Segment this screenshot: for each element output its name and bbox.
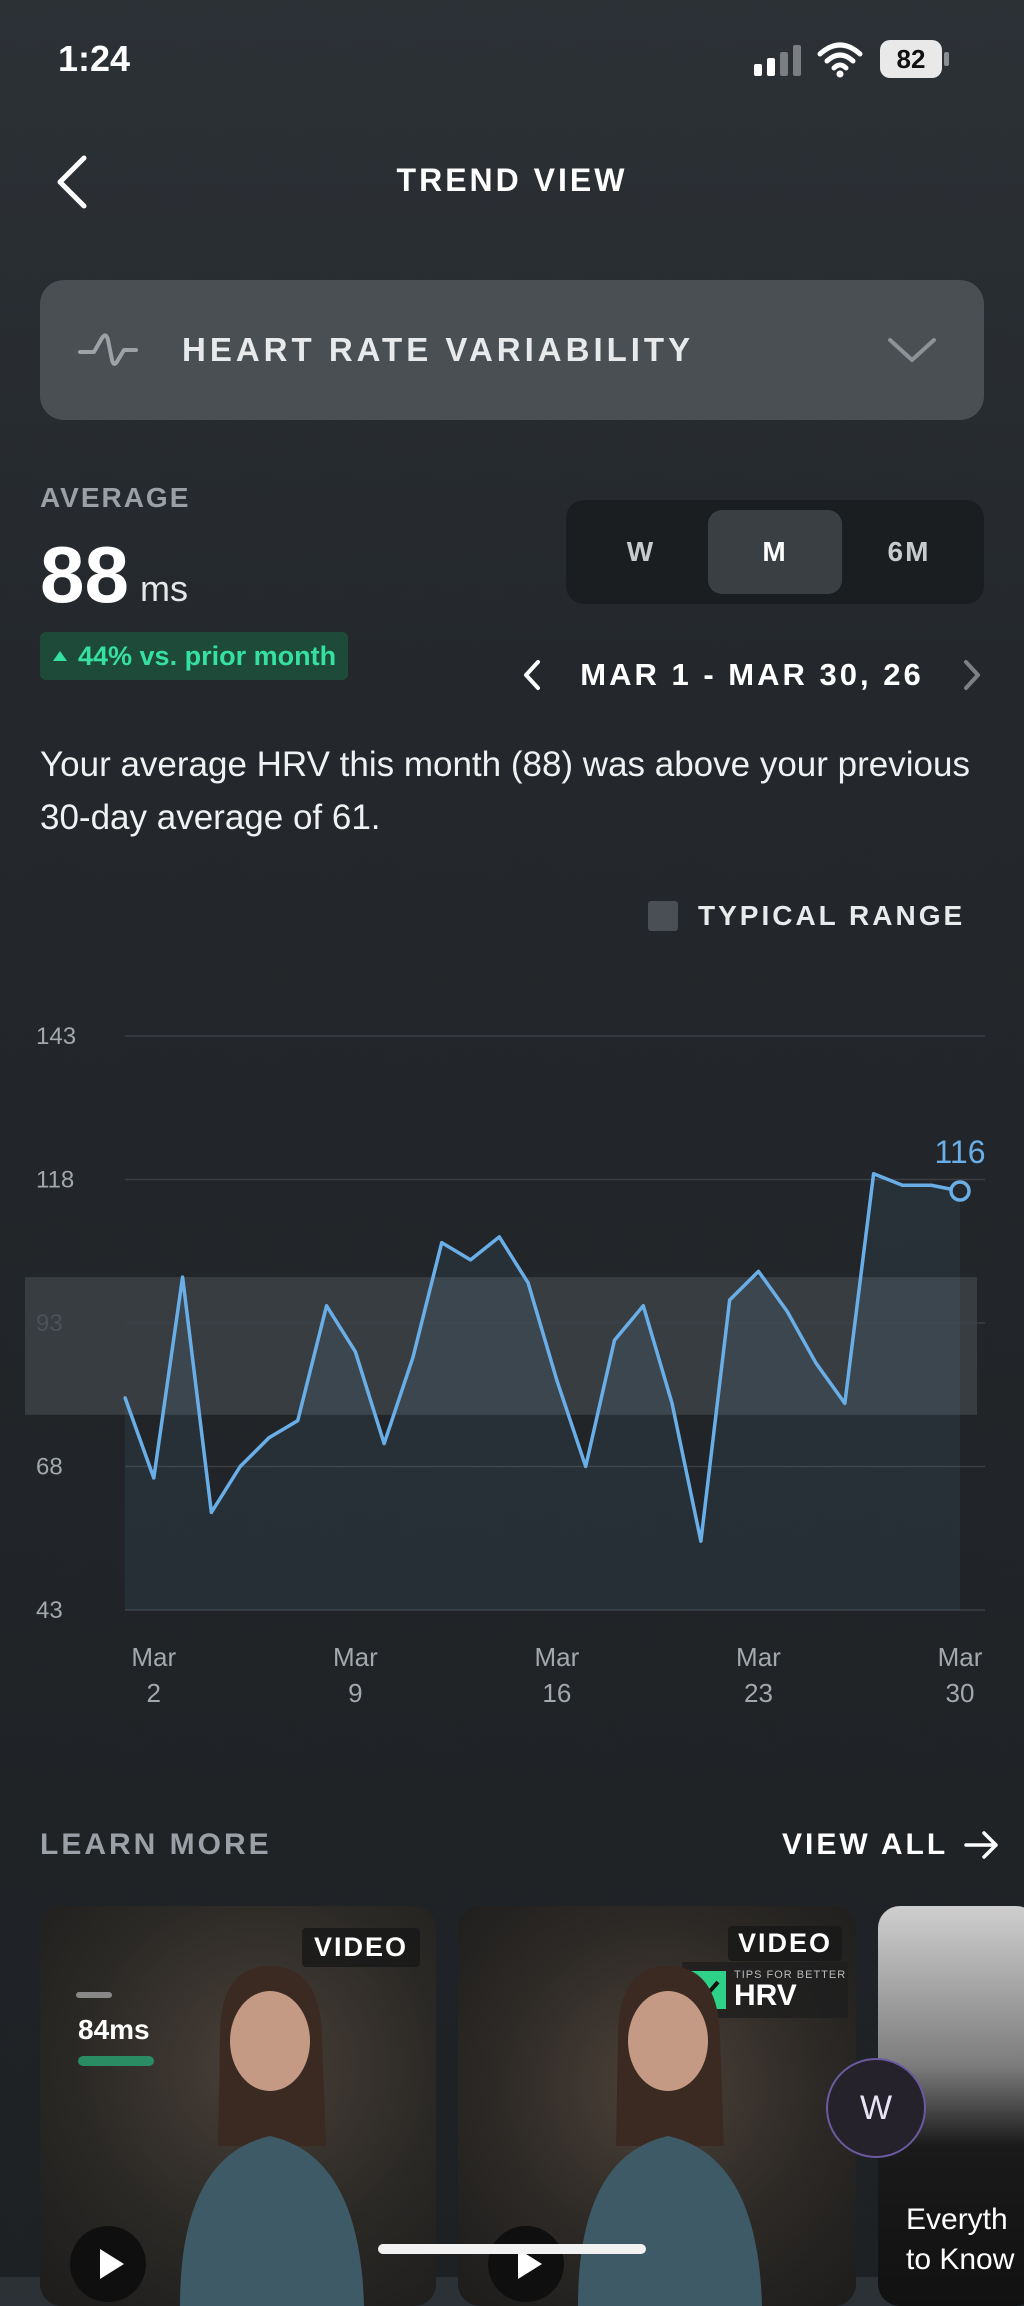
- data-point: [382, 1442, 386, 1446]
- battery-icon: 82: [880, 40, 952, 78]
- change-badge: 44% vs. prior month: [40, 632, 349, 680]
- tab-six-months[interactable]: 6M: [887, 536, 931, 567]
- triangle-up-icon: [53, 651, 67, 661]
- data-point: [469, 1258, 473, 1262]
- presenter-image: [578, 1966, 762, 2306]
- data-point: [152, 1476, 156, 1480]
- back-chevron-icon[interactable]: [52, 152, 92, 212]
- data-point: [728, 1298, 732, 1302]
- legend-swatch: [648, 901, 678, 931]
- data-point: [756, 1269, 760, 1273]
- view-all-link[interactable]: VIEW ALL: [782, 1828, 1002, 1862]
- x-tick-month: Mar: [131, 1642, 176, 1672]
- data-point: [612, 1338, 616, 1342]
- y-tick-label: 43: [36, 1597, 63, 1624]
- hrv-line-chart: 143118936843116Mar2Mar9Mar16Mar23Mar30: [25, 1023, 986, 1708]
- metric-label: HEART RATE VARIABILITY: [182, 331, 695, 368]
- view-all-label: VIEW ALL: [782, 1828, 949, 1861]
- last-point-marker: [949, 1180, 971, 1202]
- hrv-tips-overlay: TIPS FOR BETTER HRV: [682, 1962, 848, 2018]
- arrow-right-icon: [964, 1831, 998, 1859]
- series-line: [123, 1172, 961, 1543]
- video-badge: VIDEO: [302, 1928, 421, 1967]
- data-point: [497, 1235, 501, 1239]
- data-point: [641, 1304, 645, 1308]
- learn-more-heading: LEARN MORE: [40, 1828, 272, 1861]
- insight-text: Your average HRV this month (88) was abo…: [40, 745, 970, 837]
- presenter-image: [180, 1966, 364, 2306]
- play-button[interactable]: [488, 2226, 564, 2302]
- x-tick-month: Mar: [333, 1642, 378, 1672]
- x-tick-day: 9: [348, 1678, 362, 1708]
- tab-month[interactable]: M: [708, 510, 842, 594]
- play-button[interactable]: [70, 2226, 146, 2302]
- assistant-button[interactable]: W: [826, 2058, 926, 2158]
- x-tick-month: Mar: [938, 1642, 983, 1672]
- data-point: [526, 1281, 530, 1285]
- x-tick-day: 30: [946, 1678, 975, 1708]
- data-point: [181, 1275, 185, 1279]
- data-point: [123, 1396, 127, 1400]
- period-selector: W M 6M: [566, 500, 984, 604]
- x-tick-month: Mar: [736, 1642, 781, 1672]
- y-tick-label: 118: [36, 1167, 74, 1194]
- data-point: [555, 1378, 559, 1382]
- video-badge: VIDEO: [728, 1926, 843, 1961]
- overlay-small-text: TIPS FOR BETTER: [734, 1969, 847, 1981]
- legend-label: TYPICAL RANGE: [698, 900, 966, 931]
- y-tick-label: 68: [36, 1454, 63, 1481]
- status-time: 1:24: [58, 38, 131, 79]
- data-point: [411, 1355, 415, 1359]
- chevron-down-icon: [888, 338, 936, 362]
- overlay-hrv-text: HRV: [734, 1979, 797, 2012]
- data-point: [814, 1361, 818, 1365]
- data-point: [238, 1465, 242, 1468]
- assistant-logo-icon: W: [859, 2088, 893, 2127]
- data-point: [670, 1401, 674, 1405]
- x-tick-day: 2: [147, 1678, 161, 1708]
- date-range-label: MAR 1 - MAR 30, 26: [580, 657, 924, 692]
- pulse-icon: [78, 333, 138, 366]
- overlay-hrv-value: 84ms: [78, 2014, 150, 2045]
- x-tick-month: Mar: [535, 1642, 580, 1672]
- wifi-icon: [817, 42, 863, 78]
- change-text: 44% vs. prior month: [78, 640, 337, 671]
- data-point: [929, 1183, 933, 1187]
- chart-legend: TYPICAL RANGE: [648, 900, 965, 932]
- previous-period-icon[interactable]: [520, 658, 544, 692]
- average-label: AVERAGE: [40, 482, 191, 513]
- average-unit: ms: [140, 568, 188, 609]
- y-tick-label: 143: [36, 1023, 76, 1050]
- article-card-title: Everyth to Know: [906, 2203, 1015, 2276]
- data-point: [584, 1465, 588, 1468]
- data-point: [353, 1350, 357, 1354]
- next-period-icon[interactable]: [960, 658, 984, 692]
- tab-week[interactable]: W: [626, 536, 656, 567]
- last-value-label: 116: [934, 1134, 985, 1170]
- average-value: 88: [40, 530, 129, 619]
- date-range-nav: MAR 1 - MAR 30, 26: [520, 650, 984, 700]
- data-point: [325, 1304, 329, 1308]
- series-area: [125, 1173, 960, 1610]
- video-card-1[interactable]: VIDEO 84ms: [40, 1906, 436, 2306]
- battery-level: 82: [880, 40, 942, 78]
- data-point: [699, 1539, 703, 1543]
- page-title: TREND VIEW: [396, 162, 628, 198]
- home-indicator[interactable]: [378, 2244, 646, 2254]
- data-point: [900, 1183, 904, 1187]
- data-point: [843, 1401, 847, 1405]
- data-point: [440, 1241, 444, 1245]
- data-point: [872, 1172, 876, 1176]
- data-point: [785, 1310, 789, 1314]
- cellular-signal-icon: [754, 44, 802, 76]
- x-tick-day: 16: [542, 1678, 571, 1708]
- video-card-2[interactable]: VIDEO TIPS FOR BETTER HRV: [458, 1906, 856, 2306]
- metric-dropdown[interactable]: HEART RATE VARIABILITY: [40, 280, 984, 420]
- x-tick-day: 23: [744, 1678, 773, 1708]
- data-point: [209, 1510, 213, 1514]
- data-point: [267, 1436, 271, 1440]
- data-point: [296, 1419, 300, 1423]
